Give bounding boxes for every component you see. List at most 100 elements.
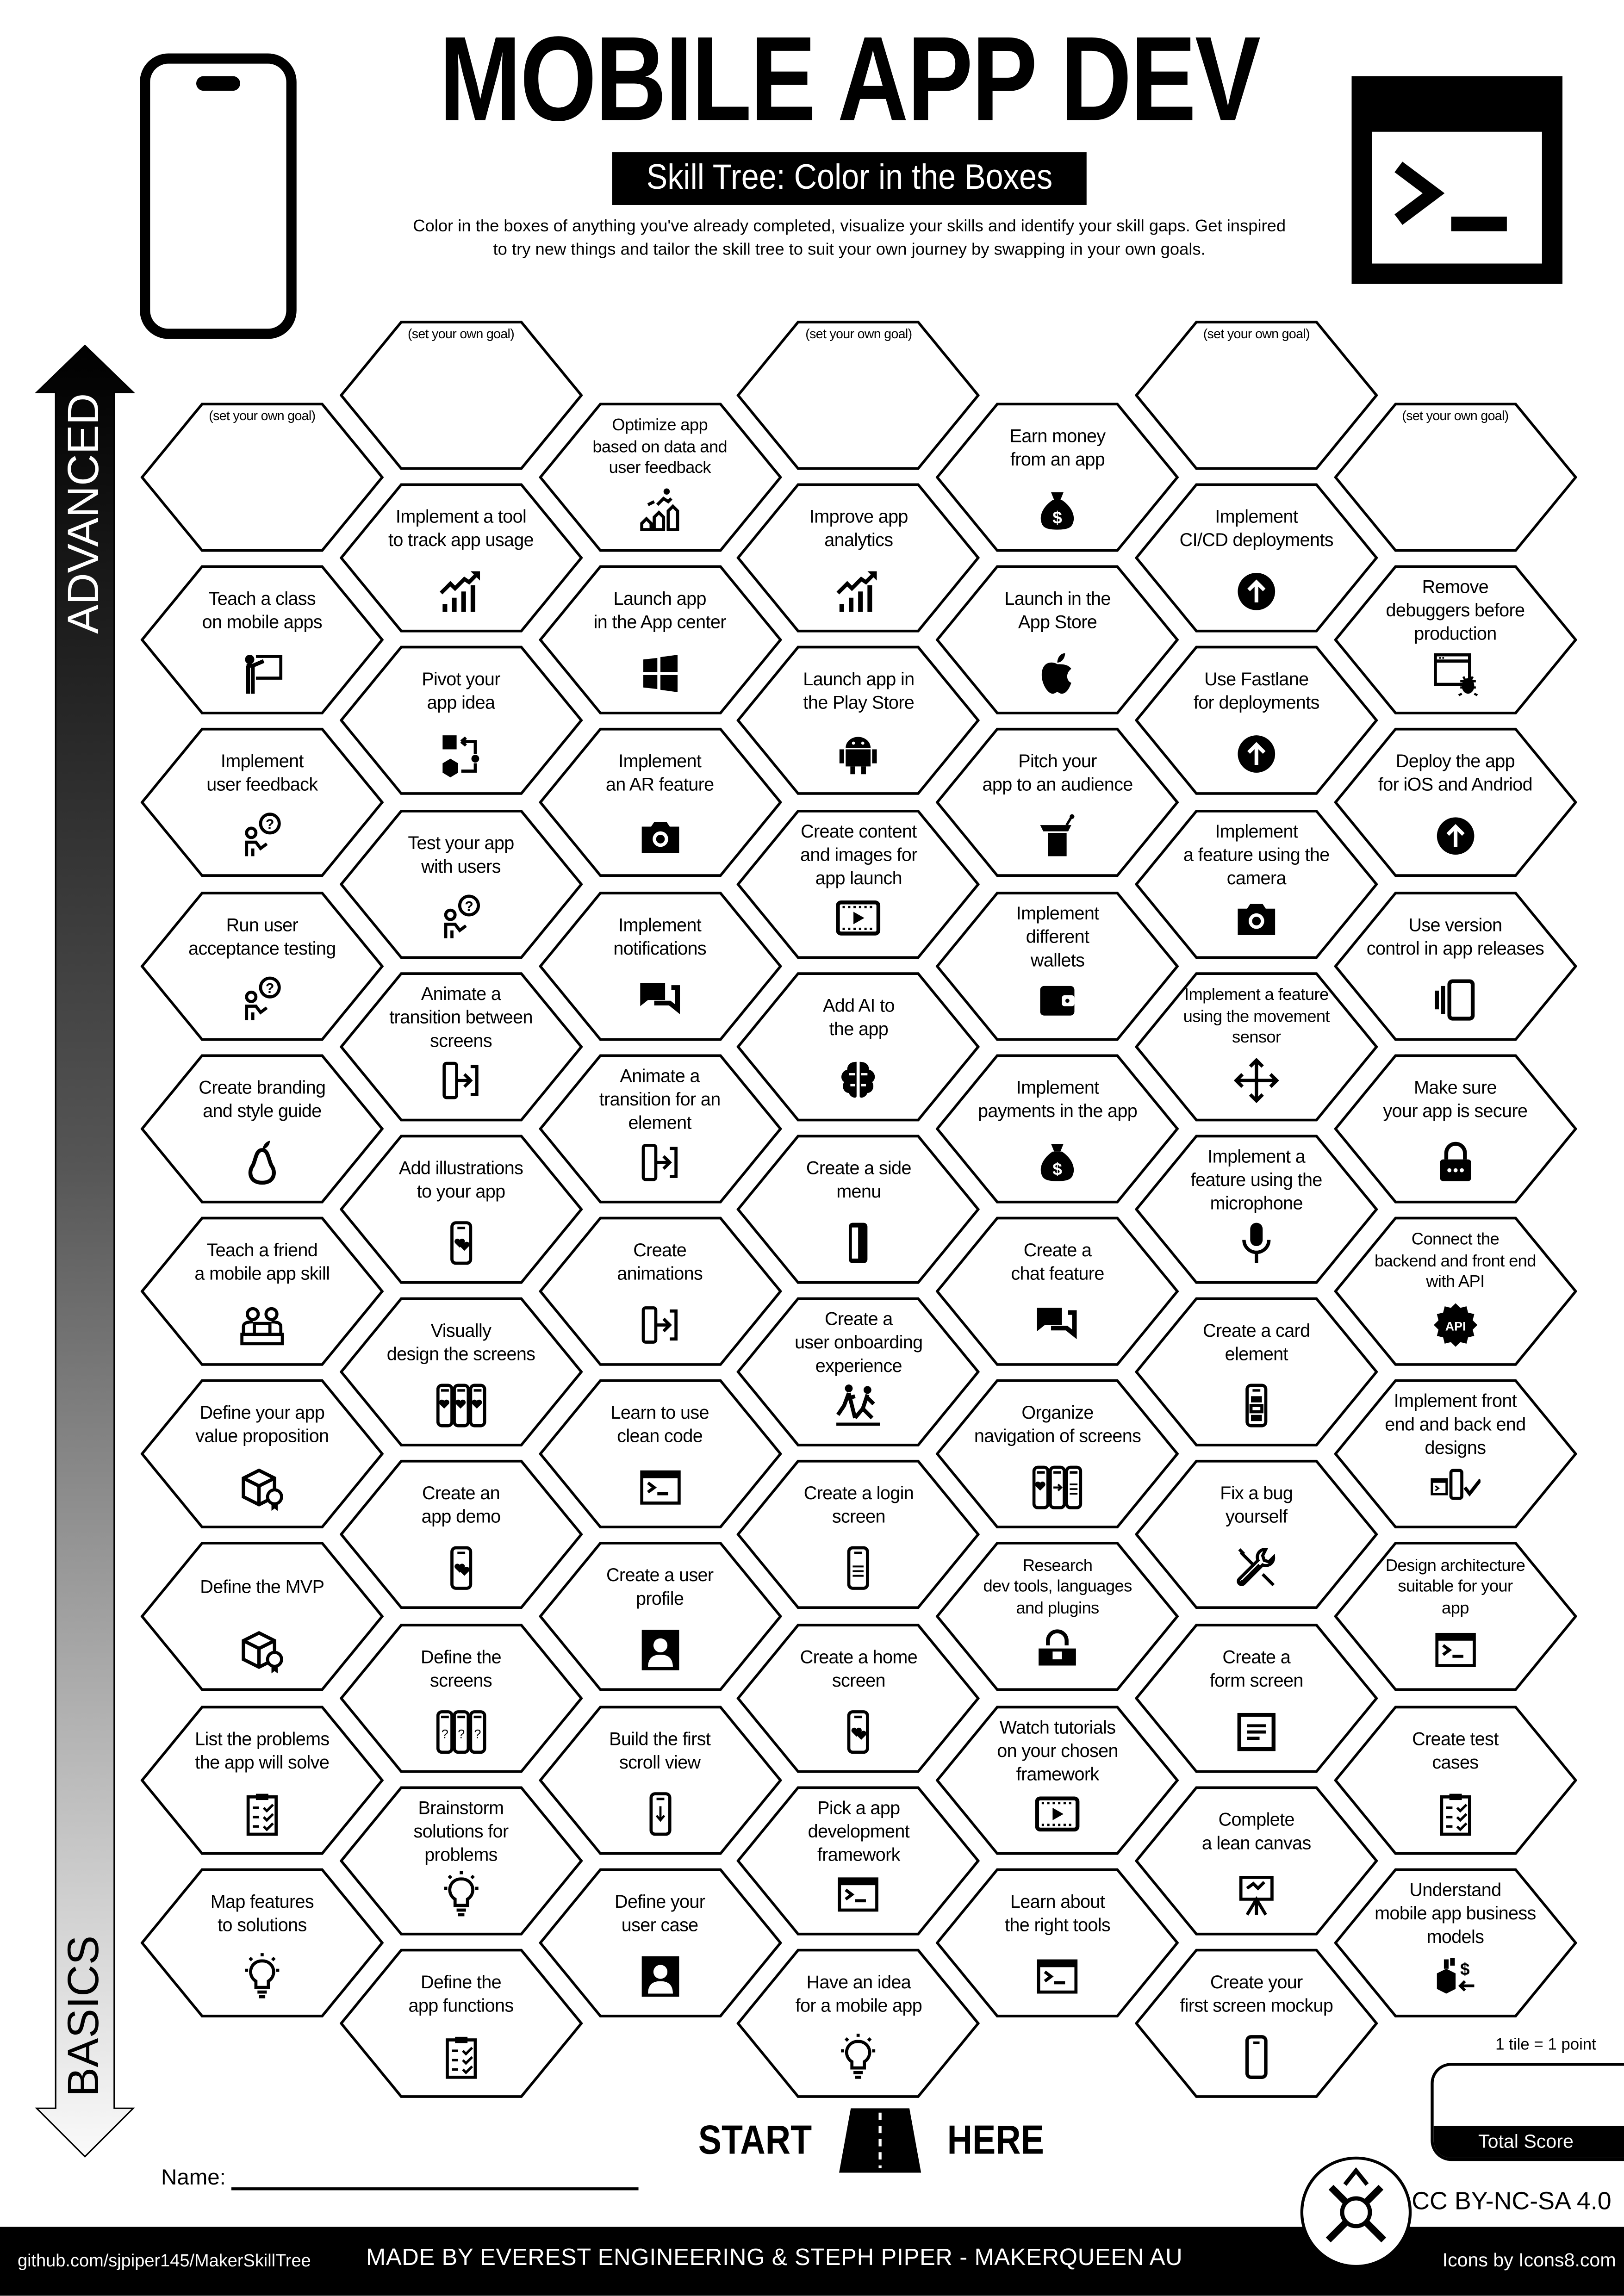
skill-label: Visually design the screens bbox=[386, 1321, 535, 1365]
skill-hex[interactable]: Research dev tools, languages and plugin… bbox=[936, 1542, 1179, 1692]
skill-hex[interactable]: Test your app with users? bbox=[339, 809, 583, 958]
github-link[interactable]: github.com/sjpiper145/MakerSkillTree bbox=[17, 2250, 311, 2271]
skill-hex[interactable]: Learn about the right tools bbox=[936, 1868, 1179, 2017]
subtitle-text: Skill Tree: Color in the Boxes bbox=[646, 158, 1052, 198]
skill-hex[interactable]: Launch in the App Store bbox=[936, 565, 1179, 715]
skill-hex[interactable]: Define your user case bbox=[538, 1868, 782, 2017]
skill-hex[interactable]: Create a card element bbox=[1135, 1297, 1378, 1447]
scroll-phone-icon bbox=[649, 1791, 671, 1836]
skill-hex[interactable]: Implement an AR feature bbox=[538, 728, 782, 878]
skill-hex[interactable]: Visually design the screens bbox=[339, 1297, 583, 1447]
skill-label: Test your app with users bbox=[408, 832, 514, 877]
skill-hex[interactable]: Create test cases bbox=[1333, 1705, 1577, 1855]
skill-hex[interactable]: Implement payments in the app $ bbox=[936, 1054, 1179, 1204]
skill-hex[interactable]: Create your first screen mockup bbox=[1135, 1948, 1378, 2098]
skill-hex[interactable]: Pivot your app idea bbox=[339, 646, 583, 796]
skill-label: Implement payments in the app bbox=[977, 1077, 1138, 1122]
skill-hex[interactable]: Create a side menu bbox=[737, 1135, 981, 1284]
hex-outline bbox=[140, 1216, 384, 1366]
checklist-icon bbox=[1439, 1793, 1471, 1836]
skill-hex[interactable]: List the problems the app will solve bbox=[140, 1705, 384, 1855]
skill-hex[interactable]: Create a form screen bbox=[1135, 1623, 1378, 1773]
skill-hex[interactable]: Create an app demo bbox=[339, 1460, 583, 1610]
skill-hex[interactable]: Create animations bbox=[538, 1216, 782, 1366]
skill-hex[interactable]: Animate a transition for an element bbox=[538, 1054, 782, 1204]
skill-label: Create a user profile bbox=[606, 1565, 714, 1610]
skill-hex[interactable]: Optimize app based on data and user feed… bbox=[538, 403, 782, 552]
skill-hex[interactable]: Launch app in the Play Store bbox=[737, 646, 981, 796]
skill-hex[interactable]: Design architecture suitable for your ap… bbox=[1333, 1542, 1577, 1692]
money-bag-icon: $ bbox=[1041, 1143, 1074, 1181]
custom-goal-hex[interactable]: (set your own goal) bbox=[1333, 403, 1577, 552]
name-input-line[interactable] bbox=[231, 2167, 639, 2191]
skill-hex[interactable]: Teach a class on mobile apps bbox=[140, 565, 384, 715]
skill-hex[interactable]: Create content and images for app launch bbox=[737, 809, 981, 958]
hex-outline bbox=[140, 728, 384, 878]
custom-goal-hex[interactable]: (set your own goal) bbox=[339, 321, 583, 470]
skill-hex[interactable]: Brainstorm solutions for problems bbox=[339, 1786, 583, 1936]
skill-hex[interactable]: Deploy the app for iOS and Andriod bbox=[1333, 728, 1577, 878]
skill-label: Create animations bbox=[617, 1240, 703, 1284]
hex-outline bbox=[1333, 891, 1577, 1041]
skill-hex[interactable]: Use Fastlane for deployments bbox=[1135, 646, 1378, 796]
skill-hex[interactable]: Implement front end and back end designs bbox=[1333, 1379, 1577, 1529]
custom-goal-hex[interactable]: (set your own goal) bbox=[1135, 321, 1378, 470]
skill-hex[interactable]: Create a home screen bbox=[737, 1623, 981, 1773]
svg-text:?: ? bbox=[465, 898, 473, 913]
skill-hex[interactable]: Implement a feature using the camera bbox=[1135, 809, 1378, 958]
skill-hex[interactable]: Watch tutorials on your chosen framework bbox=[936, 1705, 1179, 1855]
skill-hex[interactable]: Implement user feedback? bbox=[140, 728, 384, 878]
skill-hex[interactable]: Remove debuggers before production bbox=[1333, 565, 1577, 715]
skill-hex[interactable]: Define your app value proposition bbox=[140, 1379, 384, 1529]
skill-label: Implement a feature using the microphone bbox=[1190, 1146, 1323, 1214]
skill-hex[interactable]: Pick a app development framework bbox=[737, 1786, 981, 1936]
skill-hex[interactable]: Launch app in the App center bbox=[538, 565, 782, 715]
skill-hex[interactable]: Implement different wallets bbox=[936, 891, 1179, 1041]
skill-hex[interactable]: Define the screens??? bbox=[339, 1623, 583, 1773]
svg-text:?: ? bbox=[266, 818, 274, 833]
skill-hex[interactable]: Add illustrations to your app bbox=[339, 1135, 583, 1284]
skill-hex[interactable]: Create branding and style guide bbox=[140, 1054, 384, 1204]
skill-hex[interactable]: Understand mobile app business models $ bbox=[1333, 1868, 1577, 2017]
skill-hex[interactable]: Complete a lean canvas bbox=[1135, 1786, 1378, 1936]
skill-hex[interactable]: Create a user onboarding experience bbox=[737, 1297, 981, 1447]
total-score-box[interactable]: Total Score bbox=[1431, 2063, 1624, 2161]
skill-hex[interactable]: Run user acceptance testing? bbox=[140, 891, 384, 1041]
skill-hex[interactable]: Pitch your app to an audience bbox=[936, 728, 1179, 878]
skill-hex[interactable]: Build the first scroll view bbox=[538, 1705, 782, 1855]
custom-goal-hex[interactable]: (set your own goal) bbox=[737, 321, 981, 470]
skill-hex[interactable]: Make sure your app is secure bbox=[1333, 1054, 1577, 1204]
name-field[interactable]: Name: bbox=[161, 2166, 639, 2191]
skill-label: Implement user feedback bbox=[206, 751, 318, 796]
skill-hex[interactable]: Improve app analytics bbox=[737, 484, 981, 633]
skill-hex[interactable]: Implement a feature using the microphone bbox=[1135, 1135, 1378, 1284]
skill-hex[interactable]: Implement a tool to track app usage bbox=[339, 484, 583, 633]
skill-hex[interactable]: Use version control in app releases bbox=[1333, 891, 1577, 1041]
skill-hex[interactable]: Fix a bug yourself bbox=[1135, 1460, 1378, 1610]
skill-hex[interactable]: Animate a transition between screens bbox=[339, 972, 583, 1121]
skill-hex[interactable]: Connect the backend and front end with A… bbox=[1333, 1216, 1577, 1366]
skill-label: Learn about the right tools bbox=[1005, 1891, 1111, 1936]
skill-hex[interactable]: Create a chat feature bbox=[936, 1216, 1179, 1366]
hex-outline bbox=[339, 484, 583, 633]
skill-hex[interactable]: Have an idea for a mobile app bbox=[737, 1948, 981, 2098]
custom-goal-hex[interactable]: (set your own goal) bbox=[140, 403, 384, 552]
skill-hex[interactable]: Map features to solutions bbox=[140, 1868, 384, 2017]
skill-hex[interactable]: Implement a feature using the movement s… bbox=[1135, 972, 1378, 1121]
skill-label: Implement a tool to track app usage bbox=[388, 507, 534, 551]
skill-hex[interactable]: Create a login screen bbox=[737, 1460, 981, 1610]
hex-outline bbox=[538, 728, 782, 878]
skill-hex[interactable]: Create a user profile bbox=[538, 1542, 782, 1692]
hex-outline bbox=[737, 809, 981, 958]
skill-hex[interactable]: Add AI to the app bbox=[737, 972, 981, 1121]
skill-hex[interactable]: Organize navigation of screens bbox=[936, 1379, 1179, 1529]
skill-hex[interactable]: Define the MVP bbox=[140, 1542, 384, 1692]
skill-hex[interactable]: Learn to use clean code bbox=[538, 1379, 782, 1529]
skill-hex[interactable]: Implement notifications bbox=[538, 891, 782, 1041]
skill-hex[interactable]: Define the app functions bbox=[339, 1948, 583, 2098]
skill-label: Implement a feature using the camera bbox=[1183, 820, 1330, 888]
business-model-icon: $ bbox=[1437, 1957, 1474, 1993]
skill-hex[interactable]: Earn money from an app $ bbox=[936, 403, 1179, 552]
skill-hex[interactable]: Implement CI/CD deployments bbox=[1135, 484, 1378, 633]
skill-hex[interactable]: Teach a friend a mobile app skill bbox=[140, 1216, 384, 1366]
